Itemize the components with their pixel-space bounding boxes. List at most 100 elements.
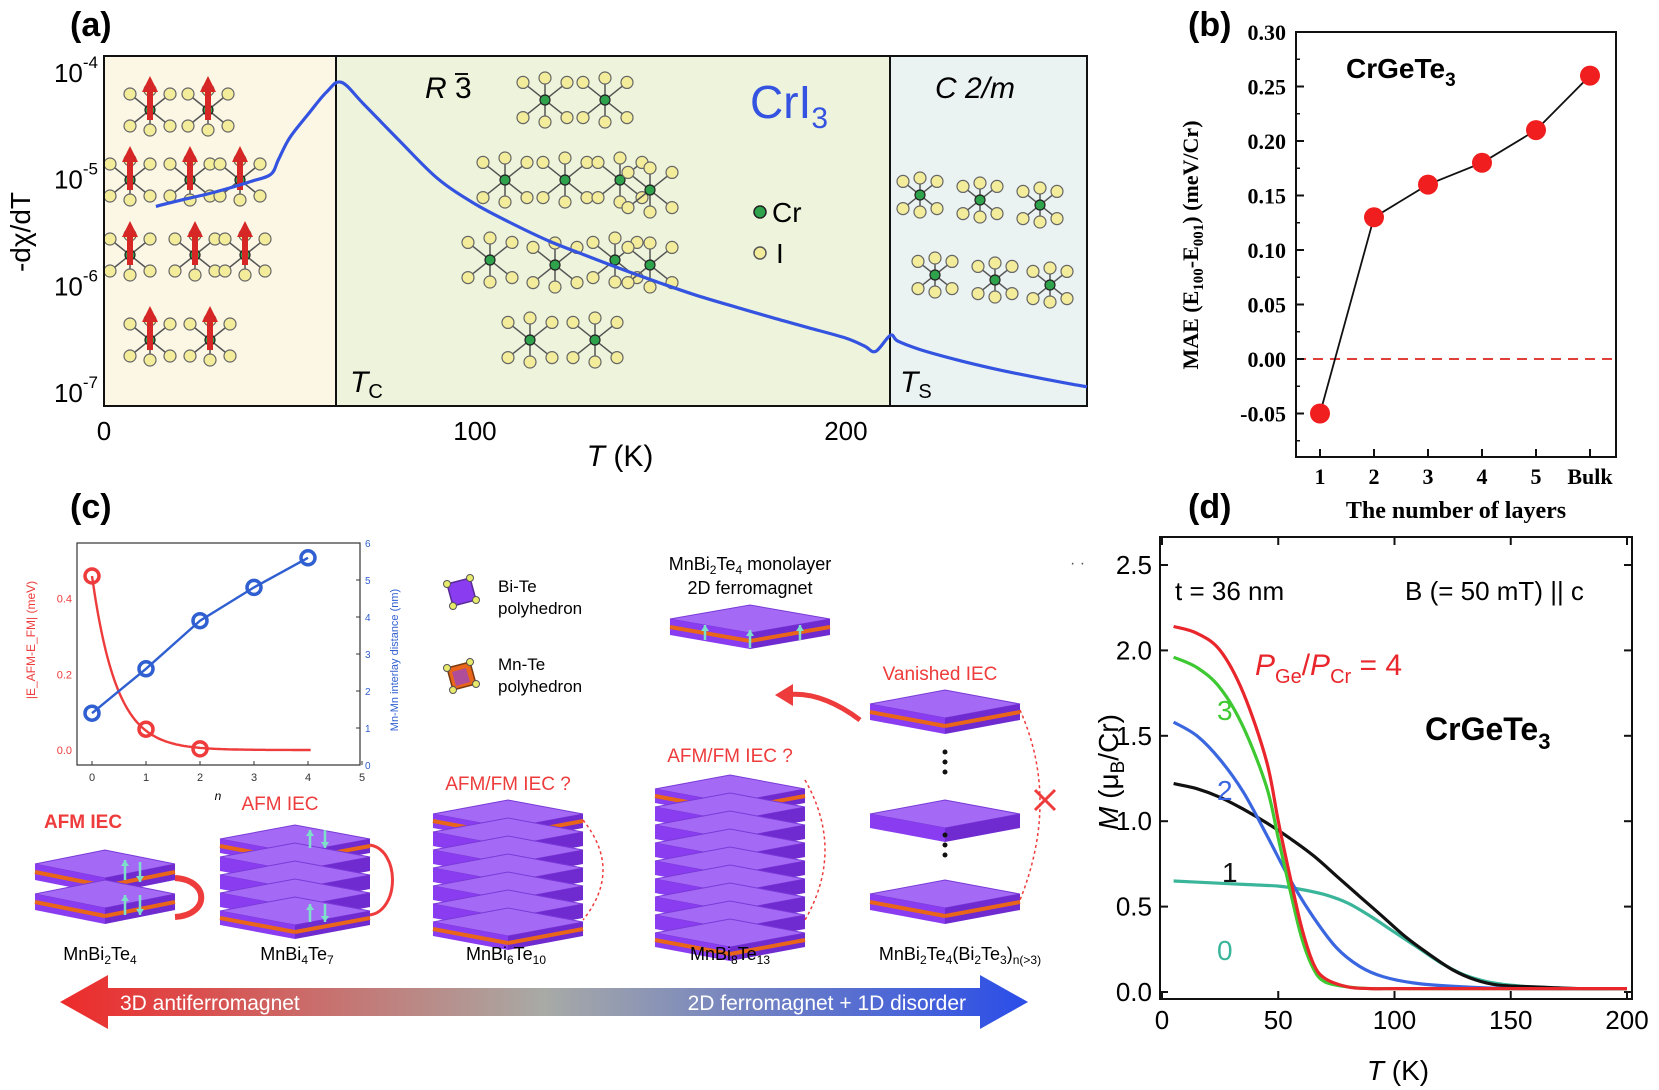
panel-d: (d) 2.52.01.51.00.50.00 50 100 150 200 t = 3… (1093, 488, 1649, 1086)
mae-point (1310, 403, 1330, 424)
y-tick-label: 10-6 (54, 266, 98, 301)
y-tick-label: 0.25 (1248, 75, 1287, 100)
layer-stacks (34, 604, 1057, 961)
y-axis-label-b: MAE (E100-E001) (meV/Cr) (1178, 120, 1207, 369)
inset-y-tick-label-left: 0.4 (57, 594, 72, 606)
cr-atom-legend-marker (753, 205, 767, 219)
magnetization-curve-0 (1173, 879, 1628, 991)
legend-mnte-line1: Mn-Te (498, 655, 545, 674)
y-tick-label: 10-4 (54, 53, 98, 88)
x-tick-label: 5 (1531, 464, 1542, 489)
slab-left (870, 814, 945, 842)
magnetization-curve-4 (1173, 624, 1627, 991)
inset-x-tick-label: 3 (251, 772, 257, 784)
compound-label: MnBi6Te10 (466, 944, 546, 967)
spin-arrow-head (796, 625, 804, 631)
iec-label-4: AFM/FM IEC ? (667, 746, 793, 767)
x-tick-label: 200 (1605, 1005, 1648, 1035)
mae-line (1319, 74, 1591, 414)
magnetization-curves (1172, 624, 1628, 991)
spin-arrow-head (121, 895, 129, 901)
inset-xlabel: n (215, 789, 222, 803)
y-tick-label: 10-7 (54, 373, 98, 408)
panel-a: (a) 10-4 10-5 10-6 10-7 0 100 200 -dχ/dT T (K… (5, 6, 1088, 473)
y-tick-label: 2.5 (1116, 550, 1152, 580)
inset-y-tick-label-left: 0.2 (57, 669, 72, 681)
curved-arrow-head (775, 684, 793, 706)
monolayer (669, 604, 862, 723)
region-magnetic (104, 56, 336, 406)
iec-label-3: AFM/FM IEC ? (445, 774, 571, 795)
y-ticks-b: 0.30 0.25 0.20 0.15 0.10 0.05 0.00 -0.05 (1240, 20, 1304, 442)
y-tick-label: 10-5 (54, 160, 98, 195)
phase-label-c2m: C 2/m (935, 72, 1015, 105)
y-tick-label: 1.0 (1116, 806, 1152, 836)
stack-mnbi2te4-bi2te3-n (869, 689, 1057, 924)
iec-label-1: AFM IEC (44, 812, 122, 833)
ellipsis-dot (942, 759, 948, 765)
arrow-label-left: 3D antiferromagnet (120, 992, 300, 1015)
ellipsis-dot (942, 769, 948, 775)
legend-bite-line2: polyhedron (498, 599, 582, 618)
inset-distance-line (91, 556, 309, 715)
inset-y-tick-label-right: 1 (365, 724, 371, 735)
spin-arrow-head (321, 916, 329, 922)
x-tick-labels-a: 0 100 200 (97, 416, 868, 446)
ts-label: TS (900, 366, 932, 403)
region-c2m (890, 56, 1087, 406)
inset-distance-point (83, 704, 101, 722)
x-tick-label: 150 (1489, 1005, 1532, 1035)
stack-mnbi6te10 (432, 799, 604, 950)
ratio-label-4: PGe/PCr = 4 (1255, 649, 1402, 688)
mn-layer (219, 916, 296, 934)
ellipsis-dot (942, 749, 948, 755)
arrow-label-right: 2D ferromagnet + 1D disorder (688, 992, 966, 1015)
x-axis-label-b: The number of layers (1346, 498, 1566, 524)
inset-energy-curve (90, 575, 311, 752)
bi-te-polyhedron-icon (443, 574, 480, 610)
inset-distance-point (137, 660, 155, 678)
ticks-d: 2.52.01.51.00.50.00 50 100 150 200 (1116, 537, 1649, 1035)
iec-label-2: AFM IEC (241, 794, 318, 815)
inset-y-tick-label-left: 0.0 (57, 745, 72, 757)
plot-frame-a (103, 55, 1088, 407)
x-tick-label: 4 (1477, 464, 1488, 489)
susceptibility-derivative-curve (155, 80, 1088, 389)
monolayer-title: MnBi2Te4 monolayer (669, 554, 831, 577)
iec-label-5: Vanished IEC (883, 664, 998, 685)
compound-label: MnBi4Te7 (260, 944, 334, 967)
inset-distance-point (245, 578, 263, 597)
inset-plot: 0 1 2 3 4 5 0.4 0.2 0.0 6 5 4 3 2 1 0 (57, 539, 371, 784)
mae-series (1310, 65, 1600, 424)
legend-cr-label: Cr (772, 197, 802, 228)
mn-layer (944, 900, 1021, 918)
monolayer-subtitle: 2D ferromagnet (687, 578, 812, 598)
magnetization-curve-1 (1173, 782, 1628, 991)
mae-point (1418, 174, 1438, 195)
magnetization-curve-2 (1172, 720, 1628, 991)
ellipsis-dot (942, 832, 948, 838)
mn-layer (294, 916, 371, 934)
inset-x-tick-label: 4 (305, 772, 311, 784)
panel-a-label: (a) (70, 6, 112, 44)
compound-label: MnBi2Te4(Bi2Te3)n(>3) (879, 944, 1041, 967)
iec-loop-dotted (804, 779, 826, 921)
curved-arrow (784, 691, 862, 723)
legend-bite-line1: Bi-Te (498, 577, 537, 596)
inset-y-tick-label-right: 2 (365, 687, 371, 698)
x-tick-label: 2 (1369, 464, 1380, 489)
y-axis-label-d: M (μB/Cr) (1093, 714, 1129, 830)
slab-right (945, 814, 1020, 842)
field-label: B (= 50 mT) || c (1405, 576, 1584, 606)
mn-layer (749, 625, 831, 643)
inset-distance-point (299, 549, 317, 567)
spin-arrow-head (701, 625, 709, 631)
curve-label-3: 3 (1217, 695, 1233, 726)
mae-point (1580, 65, 1600, 86)
stray-mark: · · (1070, 555, 1085, 572)
compound-label: MnBi8Te13 (690, 944, 770, 967)
spin-arrow-head (306, 904, 314, 910)
x-tick-label: 0 (1155, 1005, 1169, 1035)
mn-layer (729, 938, 806, 956)
